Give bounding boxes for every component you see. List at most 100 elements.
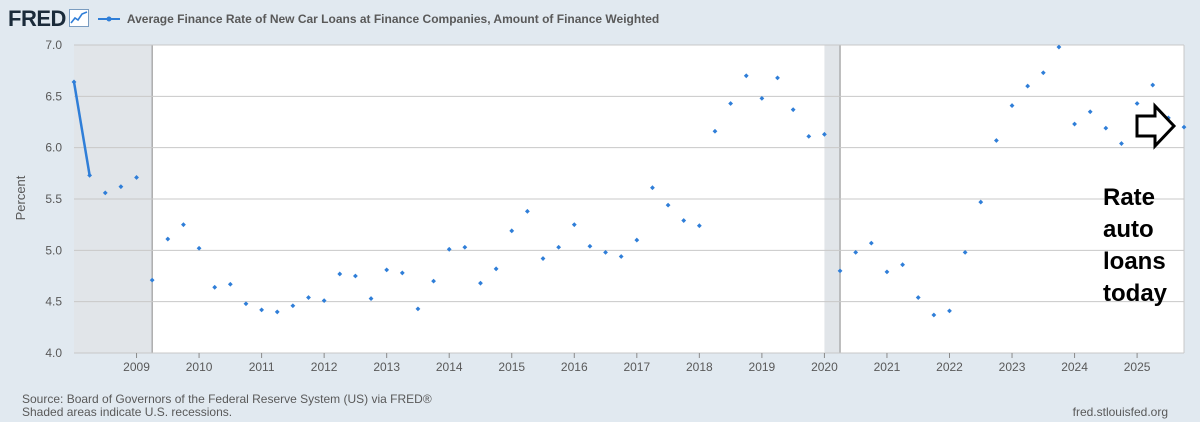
data-point: [478, 280, 483, 286]
data-point: [571, 222, 577, 228]
fred-credit-link[interactable]: fred.stlouisfed.org: [1072, 405, 1168, 419]
data-point: [1087, 109, 1093, 115]
data-point: [165, 236, 171, 242]
y-tick-label: 6.0: [45, 141, 62, 155]
data-point: [368, 296, 374, 301]
data-point: [384, 267, 390, 273]
data-point: [947, 308, 952, 314]
series-line: [72, 81, 91, 176]
data-point: [1025, 83, 1031, 89]
annotation: Rate auto loans today: [1103, 102, 1177, 307]
y-tick-label: 6.5: [45, 89, 62, 103]
data-point: [415, 306, 421, 312]
x-tick-label: 2018: [686, 360, 713, 374]
data-point: [822, 131, 827, 137]
data-point: [1072, 121, 1077, 127]
y-axis-label: Percent: [13, 175, 28, 220]
x-axis-ticks: 2009 2010 2011 2012 2013 2014 2015 2016 2017 2018…: [123, 353, 1151, 374]
x-tick-label: 2012: [311, 360, 338, 374]
data-point: [728, 101, 734, 106]
data-point: [790, 107, 796, 113]
series-layer[interactable]: [71, 44, 1187, 318]
data-point: [181, 222, 186, 228]
data-point: [274, 309, 280, 315]
data-point: [1150, 82, 1156, 88]
data-point: [243, 301, 249, 307]
data-point: [493, 266, 499, 272]
legend-series-title[interactable]: Average Finance Rate of New Car Loans at…: [126, 12, 660, 26]
data-point: [290, 303, 296, 309]
data-point: [962, 249, 968, 255]
right-arrow-icon: [1135, 102, 1177, 150]
data-point: [665, 202, 671, 208]
x-tick-label: 2024: [1061, 360, 1088, 374]
data-point: [118, 184, 124, 190]
x-tick-label: 2013: [373, 360, 400, 374]
data-point: [509, 228, 515, 234]
data-point: [540, 256, 546, 261]
legend-marker-icon: [97, 15, 121, 23]
data-point: [196, 245, 202, 251]
data-point: [775, 75, 780, 81]
data-point: [227, 281, 233, 287]
x-tick-label: 2009: [123, 360, 150, 374]
data-point: [1009, 103, 1015, 108]
data-point: [134, 175, 139, 180]
x-tick-label: 2023: [999, 360, 1026, 374]
y-tick-label: 4.5: [45, 295, 62, 309]
data-point: [462, 244, 468, 250]
data-point: [696, 223, 702, 229]
data-point: [399, 270, 405, 276]
y-tick-label: 5.5: [45, 192, 62, 206]
x-tick-label: 2019: [749, 360, 776, 374]
data-point: [259, 307, 265, 313]
data-point: [524, 208, 530, 214]
data-point: [1040, 70, 1046, 76]
y-tick-label: 5.0: [45, 243, 62, 257]
data-point: [1119, 141, 1124, 146]
data-point: [931, 312, 937, 318]
x-tick-label: 2015: [498, 360, 525, 374]
data-point: [321, 298, 327, 304]
chart-header: FRED Average Finance Rate of New Car Loa…: [8, 6, 659, 32]
data-point: [337, 271, 343, 277]
data-point: [993, 138, 999, 143]
data-point: [446, 246, 452, 252]
data-point: [1181, 124, 1187, 130]
data-point: [556, 244, 562, 250]
x-tick-label: 2011: [249, 360, 275, 374]
data-point: [868, 240, 874, 246]
y-axis-ticks: 4.0 4.5 5.0 5.5 6.0 6.5 7.0: [45, 38, 62, 360]
data-point: [587, 243, 593, 249]
data-point: [681, 218, 687, 223]
data-point: [712, 128, 718, 134]
x-tick-label: 2017: [623, 360, 650, 374]
data-point: [71, 79, 77, 85]
data-point: [353, 273, 358, 279]
data-point: [634, 237, 640, 243]
y-tick-label: 4.0: [45, 346, 62, 360]
grid-layer: [74, 44, 1185, 354]
data-point: [900, 262, 905, 268]
data-point: [1134, 101, 1140, 106]
recession-note: Shaded areas indicate U.S. recessions.: [22, 405, 233, 419]
data-point: [618, 254, 624, 259]
x-tick-label: 2021: [874, 360, 901, 374]
data-point: [743, 73, 749, 79]
x-tick-label: 2020: [811, 360, 838, 374]
x-tick-label: 2022: [936, 360, 963, 374]
annotation-line: loans: [1103, 248, 1166, 275]
annotation-line: today: [1103, 280, 1168, 307]
data-point: [806, 133, 812, 139]
data-point: [603, 249, 608, 255]
annotation-line: auto: [1103, 216, 1154, 243]
data-point: [431, 278, 436, 284]
data-point: [149, 277, 155, 283]
fred-logo[interactable]: FRED: [8, 6, 66, 31]
source-note: Source: Board of Governors of the Federa…: [22, 392, 432, 406]
data-point: [212, 284, 218, 290]
data-point: [978, 199, 984, 205]
data-point: [837, 268, 843, 274]
data-point: [306, 295, 311, 300]
y-tick-label: 7.0: [45, 38, 62, 52]
